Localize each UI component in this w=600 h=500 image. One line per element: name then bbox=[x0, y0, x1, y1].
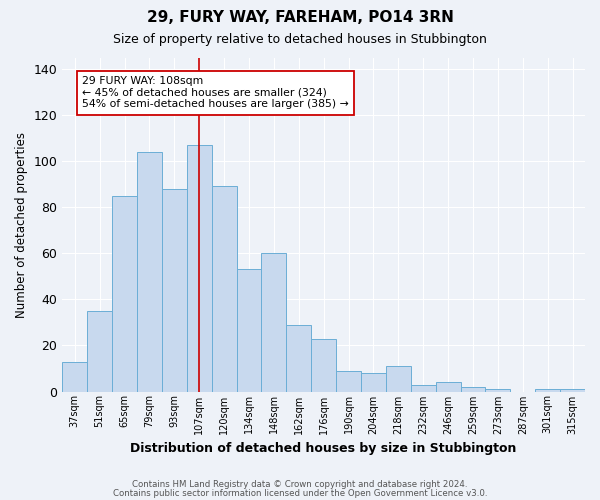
Bar bbox=[336, 371, 361, 392]
Bar bbox=[411, 384, 436, 392]
X-axis label: Distribution of detached houses by size in Stubbington: Distribution of detached houses by size … bbox=[130, 442, 517, 455]
Bar bbox=[212, 186, 236, 392]
Bar bbox=[262, 254, 286, 392]
Bar bbox=[62, 362, 87, 392]
Bar bbox=[112, 196, 137, 392]
Bar bbox=[311, 338, 336, 392]
Bar bbox=[87, 311, 112, 392]
Text: Contains HM Land Registry data © Crown copyright and database right 2024.: Contains HM Land Registry data © Crown c… bbox=[132, 480, 468, 489]
Bar bbox=[361, 373, 386, 392]
Bar bbox=[137, 152, 162, 392]
Bar bbox=[461, 387, 485, 392]
Bar bbox=[535, 389, 560, 392]
Bar bbox=[436, 382, 461, 392]
Text: Contains public sector information licensed under the Open Government Licence v3: Contains public sector information licen… bbox=[113, 488, 487, 498]
Text: 29 FURY WAY: 108sqm
← 45% of detached houses are smaller (324)
54% of semi-detac: 29 FURY WAY: 108sqm ← 45% of detached ho… bbox=[82, 76, 349, 109]
Bar bbox=[386, 366, 411, 392]
Bar bbox=[286, 324, 311, 392]
Text: Size of property relative to detached houses in Stubbington: Size of property relative to detached ho… bbox=[113, 32, 487, 46]
Y-axis label: Number of detached properties: Number of detached properties bbox=[15, 132, 28, 318]
Text: 29, FURY WAY, FAREHAM, PO14 3RN: 29, FURY WAY, FAREHAM, PO14 3RN bbox=[146, 10, 454, 25]
Bar bbox=[236, 270, 262, 392]
Bar bbox=[560, 389, 585, 392]
Bar bbox=[485, 389, 511, 392]
Bar bbox=[162, 189, 187, 392]
Bar bbox=[187, 145, 212, 392]
